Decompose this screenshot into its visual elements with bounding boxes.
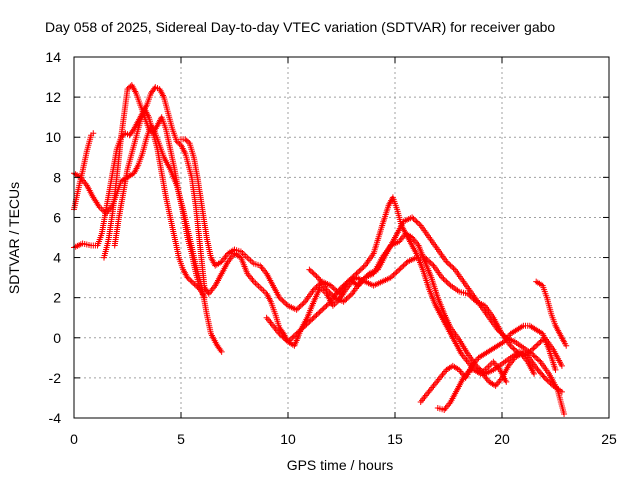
y-axis-label: SDTVAR / TECUs (6, 182, 22, 294)
axis-ticks: 0 5 10 15 20 25 -4 -2 0 2 4 6 8 10 12 14 (45, 49, 617, 447)
y-tick-label: 8 (53, 169, 61, 185)
grid-lines (74, 57, 609, 418)
marker-path (111, 106, 204, 293)
marker-path (533, 278, 570, 349)
series-sat-h (306, 214, 568, 417)
data-series (71, 82, 570, 417)
y-tick-label: 2 (53, 290, 61, 306)
marker-path (101, 82, 208, 301)
y-tick-label: 14 (45, 49, 61, 65)
marker-path (71, 122, 225, 355)
y-tick-label: 0 (53, 330, 61, 346)
marker-path (178, 136, 510, 385)
y-tick-label: 4 (53, 250, 61, 266)
y-tick-label: -2 (49, 370, 62, 386)
x-tick-label: 0 (70, 431, 78, 447)
x-tick-label: 10 (280, 431, 296, 447)
plot-frame (73, 56, 610, 419)
x-tick-label: 5 (177, 431, 185, 447)
marker-path (434, 350, 538, 413)
marker-path (71, 130, 97, 213)
series-sat-c (71, 122, 225, 355)
x-tick-label: 15 (387, 431, 403, 447)
series-sat-f (178, 136, 510, 385)
y-tick-label: -4 (49, 410, 62, 426)
series-sat-k (533, 278, 570, 349)
x-axis-label: GPS time / hours (287, 457, 394, 473)
series-sat-d (101, 82, 208, 301)
chart-title: Day 058 of 2025, Sidereal Day-to-day VTE… (45, 19, 555, 35)
x-tick-label: 20 (494, 431, 510, 447)
marker-path (306, 214, 568, 417)
y-tick-label: 6 (53, 209, 61, 225)
series-sat-j (434, 350, 538, 413)
x-tick-label: 25 (601, 431, 617, 447)
y-tick-label: 10 (45, 129, 61, 145)
series-sat-b (71, 130, 97, 213)
y-tick-label: 12 (45, 89, 61, 105)
series-sat-e (111, 106, 204, 293)
